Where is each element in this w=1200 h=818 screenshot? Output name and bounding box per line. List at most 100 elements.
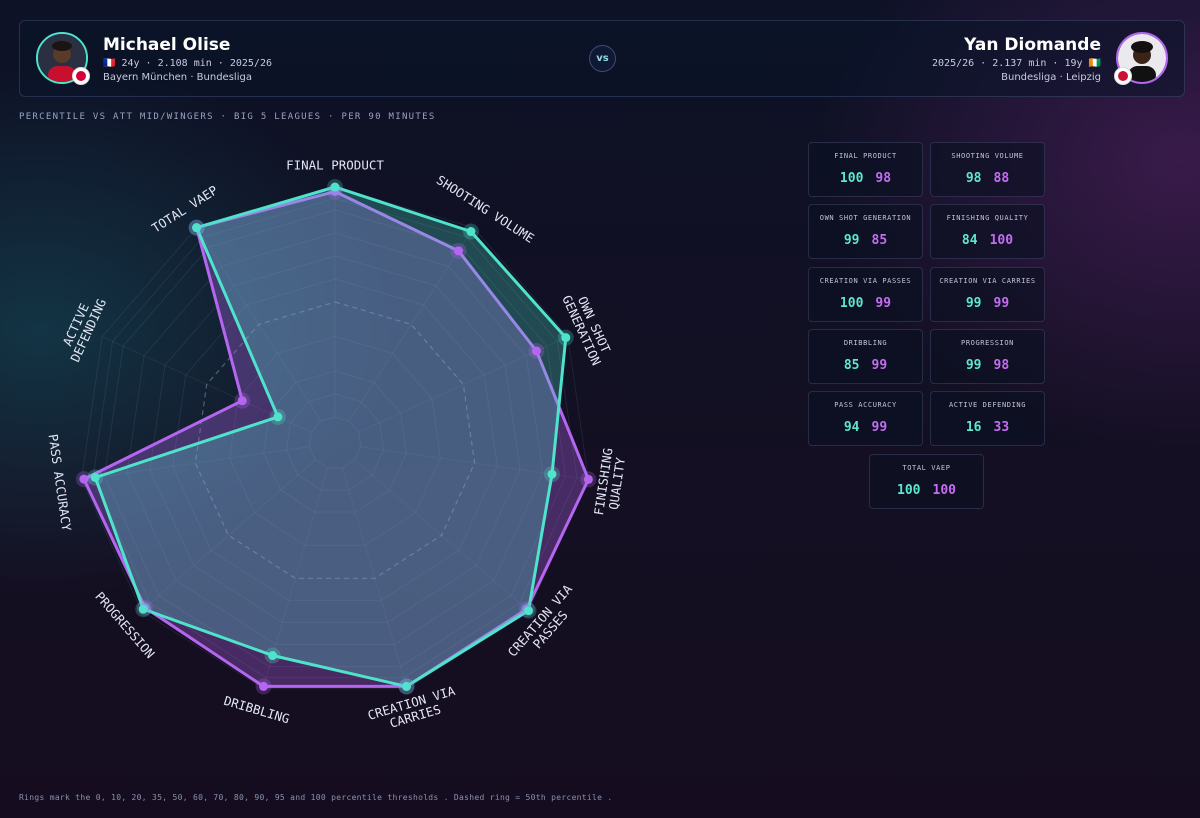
player-a-value: 100 [897,482,921,498]
series-1-area [82,190,590,688]
series-0-point-6 [268,651,278,661]
ring-35 [229,335,441,546]
axis-label-line: FINAL PRODUCT [286,157,384,172]
axis-label-5: CREATION VIACARRIES [366,683,461,736]
stat-card: FINISHING QUALITY 84 100 [930,204,1045,260]
player-b-value: 88 [993,171,1010,186]
stat-card-label: PASS ACCURACY [834,401,897,410]
player-a-portrait-icon [38,34,86,82]
axis-label-8: PASS ACCURACY [46,433,75,532]
series-1-point-8 [79,474,89,484]
player-a-value: 99 [965,295,982,311]
series-1-point-3 [583,474,593,484]
axis-label-line: QUALITY [606,456,628,511]
player-b-value: 99 [871,420,888,436]
ring-90 [103,209,567,668]
stat-card-values: 100 99 [809,296,922,311]
series-1-point-9 [237,396,247,406]
spoke-4 [354,459,529,612]
series-0-area [93,185,568,688]
player-a-team: Bayern München · Bundesliga [103,72,252,83]
stat-card-values: 98 88 [931,171,1044,186]
series-0-point-0 [330,182,340,192]
stat-card: CREATION VIA CARRIES 99 99 [930,266,1045,322]
ring-100 [81,186,589,690]
stat-card-values: 100 98 [809,171,922,186]
player-b-value: 100 [932,482,956,498]
series-1-point-1 [453,246,463,256]
spoke-7 [141,459,316,612]
stat-card-values: 16 33 [931,420,1044,435]
stat-card-label: CREATION VIA CARRIES [939,276,1036,285]
series-0-point-8 [90,472,100,482]
series-0-point-4 [523,606,533,616]
stat-card: TOTAL VAEP 100 100 [869,453,984,509]
stat-card: PROGRESSION 99 98 [930,328,1045,384]
ring-60 [172,278,498,601]
series-0-point-9 [273,412,283,422]
stat-card-label: OWN SHOT GENERATION [819,214,912,223]
stat-card-label: FINAL PRODUCT [834,152,897,160]
ring-95 [92,197,578,679]
stat-card-values: 94 99 [809,420,922,435]
leipzig-crest-icon [1114,67,1132,85]
stat-card-label: FINISHING QUALITY [946,214,1029,223]
ring-70 [149,255,521,623]
player-b-value: 98 [993,357,1010,373]
stat-card-values: 84 100 [931,233,1044,248]
stat-card-label: TOTAL VAEP [902,463,951,472]
stat-card: DRIBBLING 85 99 [808,328,923,384]
chart-footnote: Rings mark the 0, 10, 20, 35, 50, 60, 70… [19,793,613,802]
player-b-name: Yan Diomande [964,35,1101,55]
player-a-meta: 🇫🇷 24y · 2.108 min · 2025/26 [103,58,272,69]
player-a-name: Michael Olise [103,35,231,55]
player-a-value: 84 [961,233,978,249]
axis-label-2: OWN SHOTGENERATION [559,287,616,367]
player-a-value: 99 [843,233,860,249]
bayern-crest-icon [72,67,90,85]
axis-label-6: DRIBBLING [222,693,291,727]
series-1-point-2 [531,346,541,356]
player-b-value: 100 [989,233,1014,249]
stat-card-label: SHOOTING VOLUME [951,152,1024,160]
vs-badge: vs [589,45,616,72]
player-a-value: 98 [965,171,982,186]
player-b-avatar [1114,32,1168,85]
player-b-value: 85 [871,233,888,249]
stat-card-label: PROGRESSION [961,338,1014,347]
spoke-1 [348,227,474,422]
player-a-avatar [36,32,90,85]
spoke-5 [341,467,408,689]
ring-80 [126,232,544,645]
stat-card: FINAL PRODUCT 100 98 [808,142,923,197]
series-0-point-1 [466,227,476,237]
ring-10 [285,393,385,491]
stat-card: CREATION VIA PASSES 100 99 [808,266,923,322]
player-a-value: 100 [839,295,864,311]
spoke-10 [196,227,322,422]
player-a-value: 94 [843,420,860,436]
player-a-value: 99 [965,357,982,373]
chart-subtitle: PERCENTILE VS ATT MID/WINGERS · BIG 5 LE… [19,112,436,122]
axis-label-3: FINISHINGQUALITY [591,447,629,518]
stat-card: PASS ACCURACY 94 99 [808,391,923,447]
stat-card-values: 99 99 [931,296,1044,311]
player-b-value: 98 [875,171,892,186]
spoke-8 [81,446,310,480]
axis-label-line: DRIBBLING [222,693,291,727]
player-b-team: Bundesliga · Leipzig [1001,72,1101,83]
stat-card-values: 99 85 [809,233,922,248]
ring-0 [308,416,362,469]
stat-card-label: ACTIVE DEFENDING [948,401,1027,410]
player-b-value: 99 [993,295,1010,311]
player-b-value: 33 [993,420,1010,436]
player-a-value: 100 [839,171,864,186]
stat-card-label: CREATION VIA PASSES [819,276,912,285]
stat-card: OWN SHOT GENERATION 99 85 [808,204,923,260]
series-0-point-7 [138,604,148,614]
stat-card: SHOOTING VOLUME 98 88 [930,142,1045,197]
series-0-point-10 [192,223,202,233]
series-1-point-6 [259,681,269,691]
axis-label-9: ACTIVEDEFENDING [55,291,109,365]
